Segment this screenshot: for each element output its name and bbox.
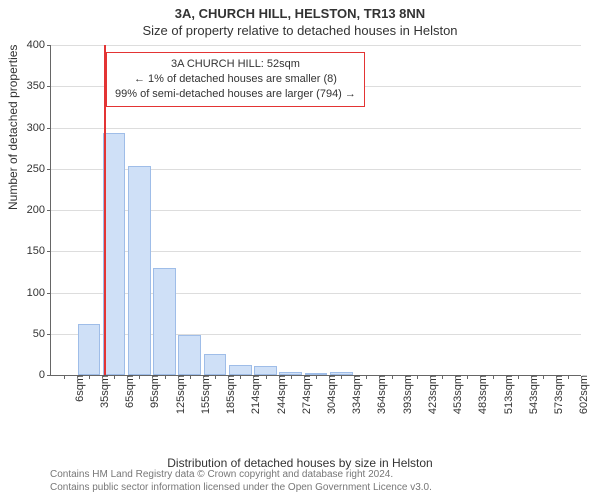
x-tick xyxy=(114,375,115,379)
histogram-bar xyxy=(103,133,126,375)
histogram-plot: 0501001502002503003504006sqm35sqm65sqm95… xyxy=(50,45,581,376)
x-tick-label: 423sqm xyxy=(423,375,439,414)
y-tick-label: 50 xyxy=(33,328,51,340)
x-tick xyxy=(139,375,140,379)
histogram-bar xyxy=(204,354,227,375)
x-tick-label: 602sqm xyxy=(574,375,590,414)
x-tick xyxy=(215,375,216,379)
x-tick-label: 95sqm xyxy=(145,375,161,408)
y-tick-label: 350 xyxy=(27,80,51,92)
x-tick xyxy=(341,375,342,379)
x-tick xyxy=(240,375,241,379)
x-tick-label: 244sqm xyxy=(272,375,288,414)
gridline xyxy=(51,128,581,129)
x-tick-label: 214sqm xyxy=(246,375,262,414)
annotation-line2: ← 1% of detached houses are smaller (8) xyxy=(115,72,356,87)
x-tick xyxy=(518,375,519,379)
x-tick-label: 6sqm xyxy=(70,375,86,402)
annotation-line1: 3A CHURCH HILL: 52sqm xyxy=(115,57,356,72)
x-tick xyxy=(568,375,569,379)
footer-line2: Contains public sector information licen… xyxy=(50,482,432,495)
x-tick xyxy=(165,375,166,379)
x-tick-label: 304sqm xyxy=(322,375,338,414)
histogram-bar xyxy=(229,365,252,375)
annotation-box: 3A CHURCH HILL: 52sqm← 1% of detached ho… xyxy=(106,52,365,107)
x-tick-label: 453sqm xyxy=(448,375,464,414)
x-tick xyxy=(89,375,90,379)
page-title-line2: Size of property relative to detached ho… xyxy=(0,21,600,38)
histogram-bar xyxy=(254,366,277,375)
gridline xyxy=(51,45,581,46)
y-tick-label: 200 xyxy=(27,204,51,216)
x-tick xyxy=(266,375,267,379)
x-tick-label: 334sqm xyxy=(347,375,363,414)
x-tick xyxy=(417,375,418,379)
x-tick-label: 513sqm xyxy=(499,375,515,414)
annotation-line3: 99% of semi-detached houses are larger (… xyxy=(115,87,356,102)
x-tick xyxy=(64,375,65,379)
y-tick-label: 400 xyxy=(27,39,51,51)
page-title-line1: 3A, CHURCH HILL, HELSTON, TR13 8NN xyxy=(0,0,600,21)
footer-attribution: Contains HM Land Registry data © Crown c… xyxy=(50,469,432,494)
x-tick-label: 543sqm xyxy=(524,375,540,414)
x-tick xyxy=(442,375,443,379)
x-tick xyxy=(366,375,367,379)
x-tick-label: 364sqm xyxy=(372,375,388,414)
x-tick-label: 155sqm xyxy=(196,375,212,414)
histogram-bar xyxy=(78,324,101,375)
y-tick-label: 300 xyxy=(27,122,51,134)
histogram-bar xyxy=(178,335,201,375)
footer-line1: Contains HM Land Registry data © Crown c… xyxy=(50,469,432,482)
x-tick xyxy=(493,375,494,379)
y-tick-label: 150 xyxy=(27,245,51,257)
histogram-bar xyxy=(153,268,176,375)
x-tick xyxy=(291,375,292,379)
histogram-bar xyxy=(128,166,151,375)
x-tick-label: 185sqm xyxy=(221,375,237,414)
x-tick xyxy=(392,375,393,379)
x-tick xyxy=(543,375,544,379)
x-tick-label: 35sqm xyxy=(95,375,111,408)
y-tick-label: 250 xyxy=(27,163,51,175)
y-tick-label: 100 xyxy=(27,287,51,299)
x-tick xyxy=(467,375,468,379)
x-tick-label: 393sqm xyxy=(398,375,414,414)
x-tick-label: 483sqm xyxy=(473,375,489,414)
x-tick xyxy=(316,375,317,379)
x-axis-label: Distribution of detached houses by size … xyxy=(0,456,600,470)
y-axis-label: Number of detached properties xyxy=(6,45,20,210)
x-tick-label: 573sqm xyxy=(549,375,565,414)
x-tick-label: 65sqm xyxy=(120,375,136,408)
x-tick-label: 125sqm xyxy=(171,375,187,414)
x-tick xyxy=(190,375,191,379)
x-tick-label: 274sqm xyxy=(297,375,313,414)
y-tick-label: 0 xyxy=(39,369,51,381)
